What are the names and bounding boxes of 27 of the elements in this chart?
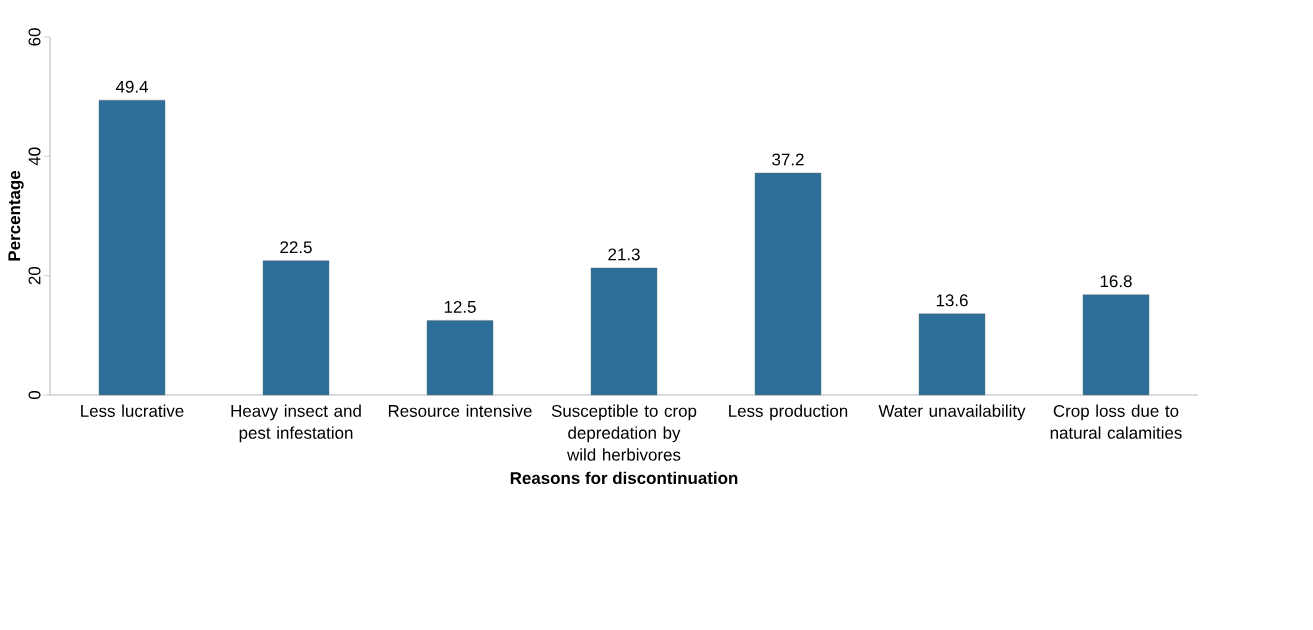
- x-tick-label: Water unavailability: [878, 404, 1026, 421]
- data-label: 21.3: [608, 248, 640, 261]
- bar: [590, 267, 658, 396]
- y-tick-label: 60: [28, 28, 41, 46]
- x-tick-label: Less lucrative: [81, 404, 184, 417]
- bar: [98, 100, 166, 396]
- x-tick-label: Less production: [729, 404, 848, 421]
- data-label: 13.6: [936, 294, 968, 307]
- x-tick-label: Susceptible to crop depredation by wild herbivores: [551, 404, 697, 461]
- bar: [262, 260, 330, 396]
- y-axis-title: Percentage: [8, 170, 24, 261]
- bar: [1082, 294, 1150, 396]
- bar: [426, 320, 494, 396]
- x-tick-label: Resource intensive: [388, 404, 532, 417]
- data-label: 12.5: [444, 300, 476, 313]
- data-label: 37.2: [772, 153, 804, 166]
- x-tick-label: Heavy insect and pest infestation: [231, 404, 361, 443]
- y-tick-label: 0: [28, 390, 41, 400]
- data-label: 16.8: [1100, 275, 1132, 288]
- data-label: 49.4: [115, 80, 148, 93]
- y-tick-label: 40: [28, 147, 41, 166]
- x-tick-label: Crop loss due to natural calamities: [1050, 404, 1182, 439]
- x-axis-title: Reasons for discontinuation: [510, 471, 738, 485]
- y-tick-label: 20: [28, 266, 41, 285]
- bar: [754, 172, 822, 396]
- data-label: 22.5: [280, 241, 312, 254]
- bar: [918, 313, 986, 396]
